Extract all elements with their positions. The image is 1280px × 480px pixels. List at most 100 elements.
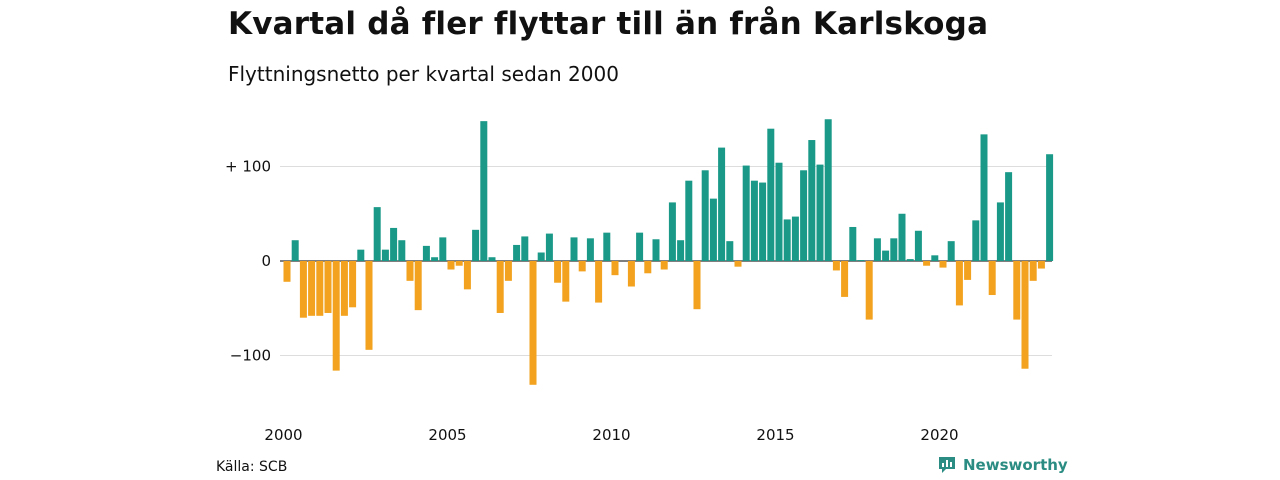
bar: [701, 170, 709, 261]
bar: [693, 261, 701, 310]
bar: [890, 238, 898, 261]
bar: [316, 261, 324, 316]
bar: [1005, 172, 1013, 261]
bar: [595, 261, 603, 303]
bar: [1046, 154, 1054, 261]
bars: [283, 119, 1054, 385]
bar: [808, 140, 816, 261]
bar: [373, 207, 381, 261]
bar: [472, 229, 480, 261]
chart-subtitle: Flyttningsnetto per kvartal sedan 2000: [228, 62, 619, 86]
bar: [914, 230, 922, 261]
bar: [422, 245, 430, 261]
bar: [570, 237, 578, 262]
bar: [513, 244, 521, 261]
y-tick-label: −100: [230, 347, 271, 365]
bar: [537, 252, 545, 261]
y-tick-label: 0: [261, 252, 271, 270]
bar: [636, 232, 644, 261]
bar: [414, 261, 422, 311]
bar: [521, 236, 529, 261]
bar: [562, 261, 570, 302]
bar: [964, 261, 972, 280]
bar: [578, 261, 586, 272]
bar: [603, 232, 611, 261]
bar: [955, 261, 963, 306]
bar: [898, 213, 906, 261]
bar: [972, 220, 980, 261]
bar: [677, 240, 685, 261]
bar: [685, 180, 693, 262]
bar: [1029, 261, 1037, 281]
y-tick-label: + 100: [225, 158, 271, 176]
bar: [939, 261, 947, 268]
bar: [709, 198, 717, 261]
bar: [529, 261, 537, 385]
bar: [1013, 261, 1021, 320]
bar: [398, 240, 406, 261]
brand-name: Newsworthy: [963, 456, 1068, 474]
bar: [545, 233, 553, 261]
bar: [324, 261, 332, 313]
bar: [931, 255, 939, 261]
bar: [349, 261, 357, 308]
bar: [783, 219, 791, 261]
chart-title: Kvartal då fler flyttar till än från Kar…: [228, 6, 989, 42]
bar: [652, 239, 660, 261]
bar: [668, 202, 676, 261]
bar: [308, 261, 316, 316]
bar: [791, 216, 799, 261]
bar: [849, 226, 857, 261]
bar: [873, 238, 881, 261]
bar: [611, 261, 619, 276]
axis-labels: + 100 0 −100 2000 2005 2010 2015 2020: [225, 158, 959, 445]
bar: [832, 261, 840, 271]
bar: [554, 261, 562, 283]
bar: [365, 261, 373, 350]
bar: [882, 250, 890, 261]
bar: [480, 121, 488, 261]
bar: [800, 170, 808, 261]
bar: [775, 162, 783, 261]
bar: [857, 260, 865, 261]
bar: [824, 119, 832, 261]
bar: [1037, 261, 1045, 269]
x-tick-label: 2005: [428, 426, 466, 444]
x-tick-label: 2015: [756, 426, 794, 444]
bar: [406, 261, 414, 281]
bar: [332, 261, 340, 371]
bar: [381, 249, 389, 261]
bar: [504, 261, 512, 281]
bar: [816, 164, 824, 261]
bar: [660, 261, 668, 270]
bar: [750, 180, 758, 262]
bar: [980, 134, 988, 261]
x-tick-label: 2010: [592, 426, 630, 444]
bar: [291, 240, 299, 261]
bar: [996, 202, 1004, 261]
bar: [340, 261, 348, 316]
bar: [947, 241, 955, 261]
bar: [923, 261, 931, 266]
bar: [742, 165, 750, 261]
bar: [841, 261, 849, 297]
bar: [586, 238, 594, 261]
bar: [439, 237, 447, 262]
x-tick-label: 2020: [920, 426, 958, 444]
bar: [906, 259, 914, 261]
bar: [627, 261, 635, 287]
bar: [988, 261, 996, 296]
bar: [488, 257, 496, 261]
brand-logo: Newsworthy: [937, 455, 1068, 475]
bar: [767, 128, 775, 261]
bar: [865, 261, 873, 320]
bar: [283, 261, 291, 282]
bar: [734, 261, 742, 267]
newsworthy-logo-icon: [939, 457, 955, 473]
bar: [455, 261, 463, 266]
bar: [357, 249, 365, 261]
x-tick-label: 2000: [264, 426, 302, 444]
bar: [644, 261, 652, 274]
bar: [726, 241, 734, 261]
